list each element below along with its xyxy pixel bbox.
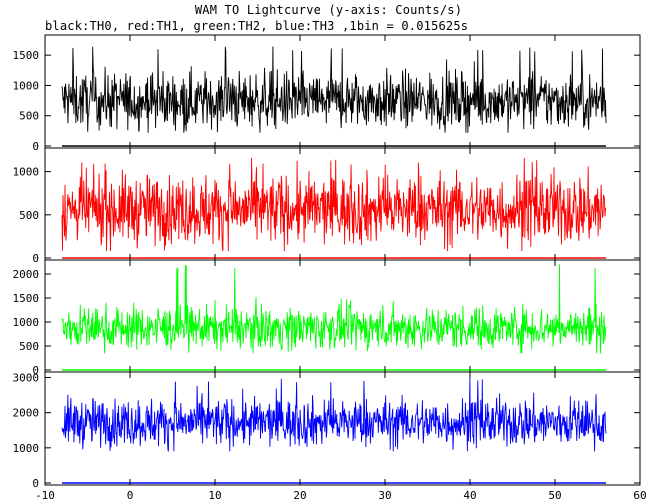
x-tick-label: 20 [293,489,306,502]
x-tick-label: -10 [35,489,55,502]
panel-th0: 0 500 1000 1500 [13,34,641,153]
x-tick-label: 30 [378,489,391,502]
y-tick-label: 1500 [13,292,40,305]
y-tick-label: 0 [32,364,39,377]
y-tick-label: 0 [32,252,39,265]
panel-frame [44,371,641,486]
y-tick-label: 1500 [13,49,40,62]
y-tick-label: 2000 [13,268,40,281]
chart-title: WAM TO Lightcurve (y-axis: Counts/s) [194,3,463,17]
panel-th3: 0 1000 2000 3000 [13,371,641,490]
series-th0-line [61,46,607,133]
panel-th2: 0 500 1000 1500 2000 [13,259,641,377]
y-tick-label: 1000 [13,79,40,92]
chart-subtitle: black:TH0, red:TH1, green:TH2, blue:TH3 … [45,19,469,33]
y-tick-label: 0 [32,477,39,490]
x-tick-label: 60 [633,489,646,502]
series-th2-line [61,264,607,354]
y-tick-label: 1000 [13,166,40,179]
x-tick-label: 0 [127,489,134,502]
y-tick-label: 0 [32,140,39,153]
series-th1-line [61,157,607,252]
panel-th1: 0 500 1000 [13,147,641,265]
x-tick-label: 40 [463,489,476,502]
y-tick-label: 500 [19,209,39,222]
y-tick-label: 3000 [13,372,40,385]
x-tick-label: 50 [548,489,561,502]
y-tick-label: 2000 [13,407,40,420]
y-tick-label: 1000 [13,316,40,329]
series-th3-line [61,377,607,452]
x-tick-label: 10 [208,489,221,502]
y-tick-label: 500 [19,110,39,123]
y-tick-label: 1000 [13,442,40,455]
y-tick-label: 500 [19,340,39,353]
